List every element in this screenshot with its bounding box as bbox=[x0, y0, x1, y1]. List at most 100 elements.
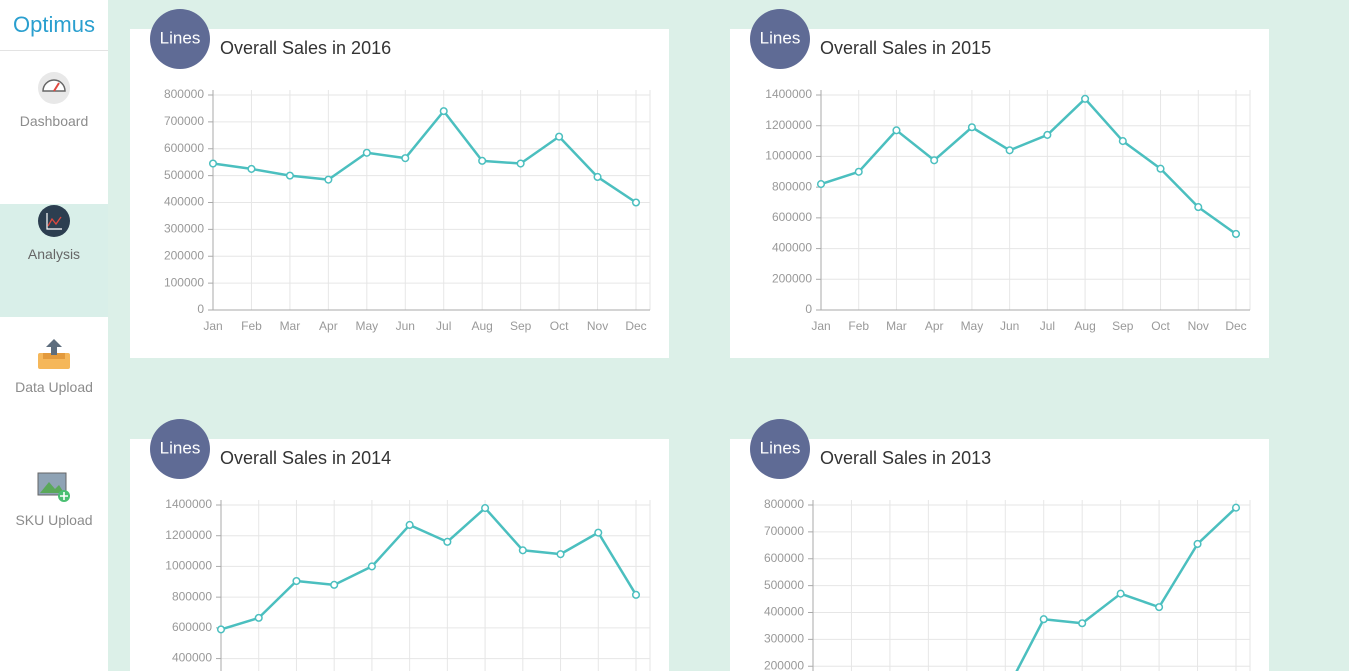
point bbox=[439, 107, 448, 116]
x-tick-label: Dec bbox=[1225, 319, 1246, 333]
y-tick-label: 600000 bbox=[772, 210, 812, 224]
point bbox=[631, 590, 641, 599]
point bbox=[330, 580, 339, 589]
chart-title: Overall Sales in 2015 bbox=[820, 38, 991, 58]
point bbox=[1194, 203, 1203, 212]
point bbox=[292, 576, 301, 586]
y-tick-label: 700000 bbox=[764, 524, 804, 538]
y-tick-label: 800000 bbox=[172, 589, 212, 603]
x-tick-label: Aug bbox=[472, 319, 493, 333]
point bbox=[362, 148, 371, 157]
point bbox=[481, 504, 490, 513]
card bbox=[130, 439, 669, 671]
nav-item[interactable]: Dashboard bbox=[0, 71, 108, 184]
x-tick-label: May bbox=[961, 319, 984, 333]
y-tick-label: 800000 bbox=[764, 497, 804, 511]
x-tick-label: Jul bbox=[1040, 319, 1055, 333]
badge: Lines bbox=[760, 438, 801, 457]
nav-label: Data Upload bbox=[15, 379, 93, 395]
nav-label: SKU Upload bbox=[15, 512, 93, 528]
y-tick-label: 600000 bbox=[164, 141, 204, 155]
nav-item[interactable]: SKU Upload bbox=[0, 470, 108, 583]
y-tick-label: 400000 bbox=[772, 241, 812, 255]
y-tick-label: 0 bbox=[197, 302, 204, 316]
point bbox=[594, 528, 603, 537]
y-tick-label: 1400000 bbox=[165, 497, 212, 511]
chart-title: Overall Sales in 2013 bbox=[820, 448, 991, 468]
line bbox=[820, 97, 1237, 236]
point bbox=[1231, 503, 1241, 512]
point bbox=[967, 123, 976, 132]
y-tick-label: 200000 bbox=[764, 658, 804, 671]
y-tick-label: 1200000 bbox=[765, 118, 812, 132]
icon bbox=[38, 339, 70, 369]
x-tick-label: Oct bbox=[1151, 319, 1170, 333]
chart-title: Overall Sales in 2014 bbox=[220, 448, 391, 468]
x-tick-label: Nov bbox=[1188, 319, 1209, 333]
point bbox=[443, 537, 452, 546]
point bbox=[247, 164, 256, 173]
y-tick-label: 1200000 bbox=[165, 528, 212, 542]
x-tick-label: Dec bbox=[625, 319, 646, 333]
brand[interactable]: Optimus bbox=[0, 0, 108, 51]
y-tick-label: 600000 bbox=[172, 620, 212, 634]
point bbox=[1118, 137, 1127, 146]
point bbox=[478, 156, 487, 165]
point bbox=[216, 625, 226, 634]
x-tick-label: Oct bbox=[550, 319, 569, 333]
badge-circle bbox=[750, 9, 810, 69]
point bbox=[1005, 146, 1014, 155]
nav-label: Analysis bbox=[27, 246, 81, 262]
point bbox=[556, 550, 565, 559]
point bbox=[1043, 130, 1052, 139]
icon bbox=[38, 205, 70, 237]
point bbox=[555, 132, 564, 141]
badge-circle bbox=[150, 9, 210, 69]
y-tick-label: 500000 bbox=[764, 578, 804, 592]
x-tick-label: Jun bbox=[1000, 319, 1019, 333]
point bbox=[208, 159, 218, 168]
y-tick-label: 0 bbox=[805, 302, 812, 316]
y-tick-label: 1400000 bbox=[765, 87, 812, 101]
y-tick-label: 1000000 bbox=[165, 559, 212, 573]
badge: Lines bbox=[160, 28, 201, 47]
point bbox=[1116, 589, 1125, 598]
y-tick-label: 300000 bbox=[764, 632, 804, 646]
point bbox=[593, 172, 602, 182]
x-tick-label: Mar bbox=[280, 319, 301, 333]
nav-item[interactable]: Data Upload bbox=[0, 337, 108, 450]
x-tick-label: Feb bbox=[241, 319, 262, 333]
y-tick-label: 600000 bbox=[764, 551, 804, 565]
y-tick-label: 500000 bbox=[164, 168, 204, 182]
x-tick-label: Jun bbox=[396, 319, 415, 333]
badge-circle bbox=[150, 419, 210, 479]
point bbox=[1155, 603, 1164, 612]
badge: Lines bbox=[160, 438, 201, 457]
icon bbox=[38, 72, 70, 104]
y-tick-label: 1000000 bbox=[765, 149, 812, 163]
x-tick-label: Mar bbox=[886, 319, 907, 333]
line bbox=[220, 506, 638, 631]
chart-title: Overall Sales in 2016 bbox=[220, 38, 391, 58]
card bbox=[130, 29, 669, 358]
point bbox=[405, 520, 414, 530]
point bbox=[930, 156, 939, 165]
point bbox=[854, 167, 863, 176]
point bbox=[1231, 229, 1241, 239]
nav-item[interactable]: Analysis bbox=[0, 204, 108, 317]
point bbox=[1039, 615, 1048, 624]
point bbox=[631, 198, 641, 207]
x-tick-label: Jan bbox=[203, 319, 222, 333]
icon bbox=[37, 472, 70, 502]
y-tick-label: 700000 bbox=[164, 114, 204, 128]
nav-label: Dashboard bbox=[19, 113, 89, 129]
y-tick-label: 800000 bbox=[164, 87, 204, 101]
y-tick-label: 100000 bbox=[164, 275, 204, 289]
x-tick-label: Aug bbox=[1074, 319, 1095, 333]
point bbox=[324, 175, 333, 184]
point bbox=[518, 546, 527, 555]
badge-circle bbox=[750, 419, 810, 479]
point bbox=[254, 613, 263, 622]
line bbox=[212, 109, 637, 204]
y-tick-label: 800000 bbox=[772, 179, 812, 193]
